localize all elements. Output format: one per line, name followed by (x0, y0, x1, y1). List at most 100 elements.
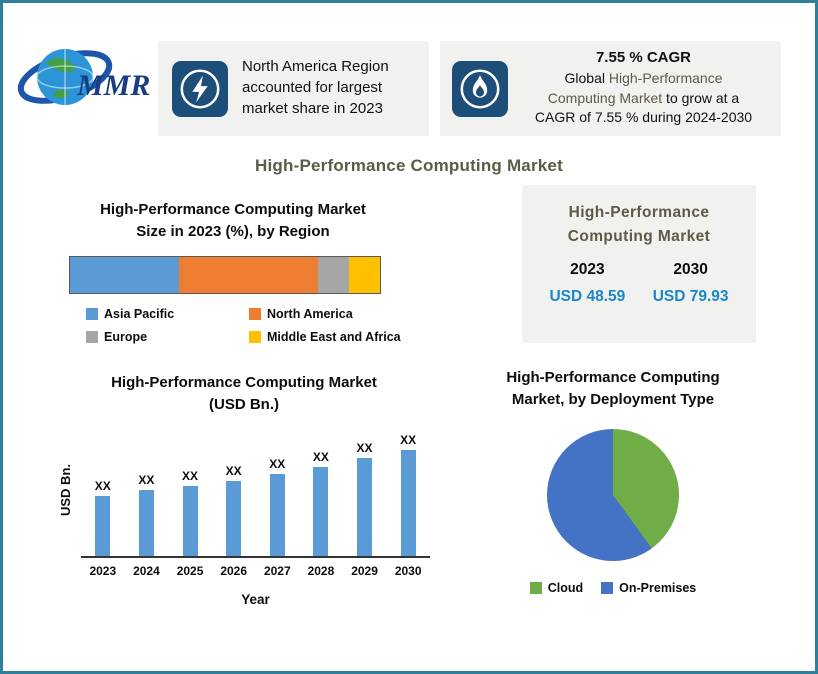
title-line: Size in 2023 (%), by Region (136, 223, 330, 241)
legend-item-europe: Europe (86, 330, 249, 344)
bar (357, 458, 373, 557)
text-line: North America Region (242, 58, 389, 76)
x-tick-label: 2026 (220, 564, 248, 579)
x-tick-label: 2029 (351, 564, 378, 579)
legend-item-cloud: Cloud (529, 581, 584, 596)
bar-chart-area: USD Bn. XX XX XX XX XX XX XX XX 2023 2024 2025 202… (58, 424, 430, 607)
x-axis-label: Year (241, 592, 270, 608)
legend-item-middle-east-and-africa: Middle East and Africa (249, 330, 418, 344)
stacked-segment-north-america (178, 257, 318, 294)
legend-swatch (86, 308, 98, 321)
text-line: Global High-Performance (518, 69, 769, 89)
legend-label: Cloud (547, 581, 584, 596)
pie-legend: Cloud On-Premises (473, 581, 753, 595)
market-size-values: 2023 USD 48.59 2030 USD 79.93 (522, 261, 756, 306)
pie-chart-title: High-Performance Computing Market, by De… (506, 369, 720, 409)
bar-column-2026: XX (212, 464, 256, 557)
title-line: High-Performance Computing Market (100, 201, 366, 218)
cagr-heading: 7.55 % CAGR (595, 48, 692, 66)
cagr-text: 7.55 % CAGR Global High-Performance Comp… (518, 49, 769, 129)
text-line: Computing Market to grow at a (518, 89, 769, 109)
x-tick-label: 2023 (89, 564, 117, 579)
bar (182, 486, 198, 557)
cagr-icon-badge (452, 60, 508, 117)
bar (269, 474, 285, 557)
deployment-pie-chart: High-Performance Computing Market, by De… (473, 367, 753, 595)
market-share-icon-badge (172, 60, 228, 117)
text-segment-highlight: Computing Market (547, 89, 663, 106)
year-label: 2023 (570, 261, 605, 279)
x-tick-label: 2028 (307, 564, 335, 579)
usd-value: USD 79.93 (652, 288, 729, 306)
cagr-body: Global High-Performance Computing Market… (518, 69, 769, 129)
market-size-2023: 2023 USD 48.59 (549, 261, 625, 306)
text-segment-highlight: High-Performance (608, 69, 723, 86)
legend-label: Asia Pacific (104, 307, 175, 322)
bar-column-2027: XX (256, 457, 300, 557)
stacked-segment-europe (318, 257, 349, 294)
region-stacked-bar (69, 256, 381, 295)
bar-plot: XX XX XX XX XX XX XX XX 2023 2024 2025 2026 2027 202… (81, 424, 430, 607)
stacked-segment-middle-east-and-africa (349, 257, 380, 294)
legend-label: Middle East and Africa (267, 330, 401, 345)
title-line: (USD Bn.) (209, 396, 279, 414)
legend-item-on-premises: On-Premises (601, 581, 696, 595)
highlight-card-cagr: 7.55 % CAGR Global High-Performance Comp… (440, 41, 781, 136)
bar-value-label: XX (94, 479, 111, 494)
bar-column-2024: XX (125, 473, 169, 557)
x-tick-label: 2024 (133, 564, 160, 579)
y-axis-label: USD Bn. (58, 464, 73, 517)
lightning-icon (180, 69, 220, 108)
legend-swatch (601, 582, 614, 595)
legend-item-asia-pacific: Asia Pacific (86, 307, 249, 321)
text-line: accounted for largest (242, 79, 383, 97)
bar-value-label: XX (400, 433, 417, 448)
bar-column-2025: XX (168, 469, 212, 557)
logo-text: MMR (76, 69, 150, 102)
bar (95, 496, 111, 557)
pie (547, 429, 679, 562)
legend-label: On-Premises (619, 581, 697, 596)
legend-swatch (249, 331, 261, 344)
bar-column-2029: XX (343, 441, 387, 557)
bar-value-label: XX (225, 464, 242, 479)
stacked-segment-asia-pacific (70, 257, 179, 294)
legend-swatch (249, 308, 261, 321)
bar-value-label: XX (182, 469, 199, 484)
bar-value-label: XX (356, 441, 373, 456)
market-size-card: High-Performance Computing Market 2023 U… (522, 185, 756, 343)
bar-column-2023: XX (81, 479, 125, 557)
text-line: market share in 2023 (242, 99, 383, 117)
bar (400, 450, 416, 557)
highlight-card-market-share: North America Region accounted for large… (158, 41, 429, 136)
bar-column-2028: XX (299, 450, 343, 557)
legend-swatch (529, 582, 542, 595)
bar-chart-plot: XX XX XX XX XX XX XX XX (81, 424, 430, 559)
x-tick-label: 2027 (263, 564, 291, 579)
market-size-2030: 2030 USD 79.93 (653, 261, 729, 306)
market-size-card-title: High-Performance Computing Market (567, 204, 711, 246)
usd-bar-chart: High-Performance Computing Market (USD B… (58, 372, 430, 607)
region-legend: Asia Pacific North America Europe Middle Ea… (86, 307, 418, 344)
title-line: High-Performance Computing Market (111, 374, 377, 391)
usd-value: USD 48.59 (549, 288, 626, 306)
region-share-chart: High-Performance Computing Market Size i… (48, 199, 418, 344)
bar-value-label: XX (269, 457, 286, 472)
bar (226, 481, 242, 557)
market-share-text: North America Region accounted for large… (242, 57, 389, 119)
text-segment: Global (564, 69, 609, 86)
flame-icon (460, 69, 500, 108)
region-chart-title: High-Performance Computing Market Size i… (48, 199, 418, 243)
legend-label: Europe (104, 330, 148, 345)
text-line: CAGR of 7.55 % during 2024-2030 (534, 109, 753, 126)
globe-icon: MMR (17, 49, 150, 105)
bar-value-label: XX (312, 450, 329, 465)
legend-swatch (86, 331, 98, 344)
mmr-logo: MMR (15, 29, 165, 121)
bar (313, 467, 329, 557)
legend-label: North America (267, 307, 353, 322)
text-segment: to grow at a (662, 89, 740, 106)
legend-item-north-america: North America (249, 307, 418, 321)
x-tick-label: 2025 (176, 564, 204, 579)
